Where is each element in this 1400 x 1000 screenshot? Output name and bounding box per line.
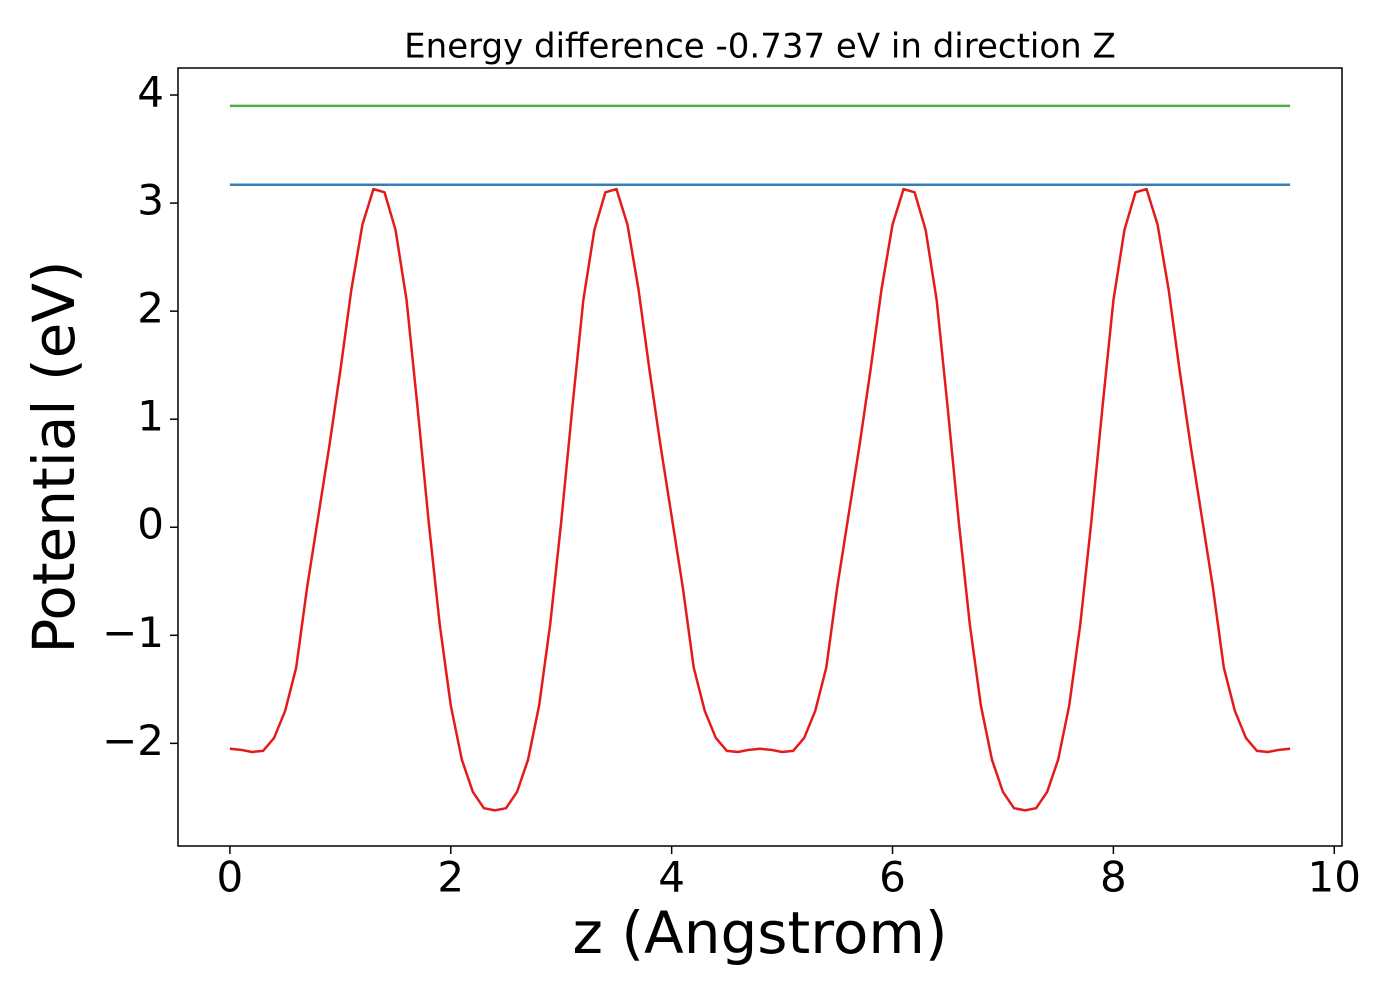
y-tick-label: 0 xyxy=(137,500,164,549)
y-axis-label: Potential (eV) xyxy=(20,260,88,653)
plot-frame xyxy=(177,67,1343,847)
chart-title: Energy difference -0.737 eV in direction… xyxy=(404,27,1116,67)
y-tick-label: −1 xyxy=(102,608,164,657)
y-tick-label: 2 xyxy=(137,284,164,333)
x-tick-label: 6 xyxy=(879,853,906,902)
y-tick-label: 4 xyxy=(137,68,164,117)
x-tick-label: 10 xyxy=(1308,853,1361,902)
y-tick-label: 3 xyxy=(137,176,164,225)
x-tick-label: 8 xyxy=(1100,853,1127,902)
y-tick-label: −2 xyxy=(102,716,164,765)
x-axis-label: z (Angstrom) xyxy=(573,899,948,967)
data-line xyxy=(229,187,1291,812)
x-tick-label: 2 xyxy=(437,853,464,902)
x-tick-label: 4 xyxy=(658,853,685,902)
y-tick-label: 1 xyxy=(137,392,164,441)
x-tick-label: 0 xyxy=(217,853,244,902)
